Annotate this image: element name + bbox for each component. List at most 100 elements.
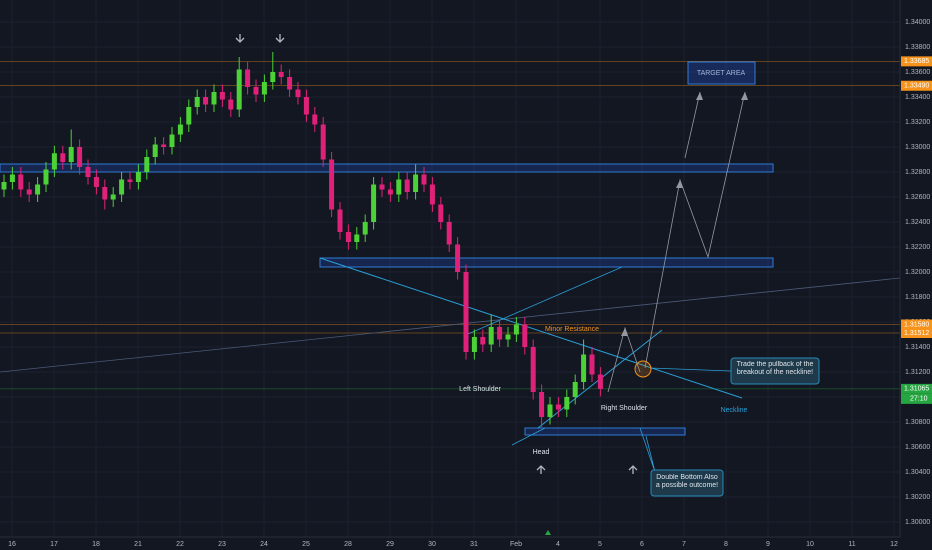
up-arrow <box>536 465 546 474</box>
candle-body <box>564 397 570 410</box>
candle-body <box>421 174 427 185</box>
candle-body <box>270 72 276 82</box>
candle-body <box>18 174 24 190</box>
candle-body <box>530 347 536 392</box>
path-arrow <box>684 91 701 159</box>
candle-body <box>463 272 469 352</box>
y-tick-label: 1.32200 <box>905 244 930 251</box>
callout-line <box>649 367 732 372</box>
price-lines <box>0 61 900 390</box>
trend-line <box>467 266 623 335</box>
candle-body <box>345 232 351 242</box>
arrow-head <box>676 180 683 188</box>
candle-body <box>513 324 519 335</box>
candle-body <box>152 144 158 157</box>
candle-body <box>505 334 511 340</box>
trend-line <box>511 427 546 446</box>
x-tick-label: 17 <box>50 541 58 548</box>
y-tick-label: 1.30800 <box>905 419 930 426</box>
candle-body <box>539 392 545 417</box>
x-tick-label: 16 <box>8 541 16 548</box>
y-tick-label: 1.33800 <box>905 44 930 51</box>
price-tag <box>901 319 932 330</box>
y-tick-label: 1.32400 <box>905 219 930 226</box>
candle-body <box>572 382 578 397</box>
arrow-head <box>696 92 703 100</box>
y-tick-label: 1.31400 <box>905 344 930 351</box>
candle-body <box>396 179 402 195</box>
candle-body <box>413 174 419 192</box>
candle-body <box>497 327 503 340</box>
candle-body <box>438 204 444 222</box>
price-tag-label: 1.33685 <box>904 58 929 65</box>
candle-body <box>68 147 74 162</box>
candle-body <box>119 179 125 195</box>
candle-body <box>379 184 385 190</box>
candle-body <box>26 189 32 195</box>
price-axis <box>900 0 932 550</box>
candle-body <box>177 124 183 135</box>
candle-body <box>219 92 225 100</box>
callout-box <box>650 469 724 497</box>
neckline-label: Neckline <box>721 407 748 414</box>
x-tick-label: 12 <box>890 541 898 548</box>
candle-body <box>169 134 175 147</box>
x-tick-label: 7 <box>682 541 686 548</box>
x-tick-label: 30 <box>428 541 436 548</box>
x-tick-label: 24 <box>260 541 268 548</box>
x-tick-label: 21 <box>134 541 142 548</box>
candle-body <box>51 153 57 170</box>
countdown-tag <box>901 393 932 404</box>
double-bottom-note: Double Bottom Also a possible outcome! <box>656 474 718 489</box>
x-tick-label: 25 <box>302 541 310 548</box>
candle-body <box>522 324 528 347</box>
candle-body <box>186 107 192 125</box>
y-tick-label: 1.33000 <box>905 144 930 151</box>
x-tick-label: 22 <box>176 541 184 548</box>
candle-body <box>488 327 494 345</box>
candles <box>1 52 603 427</box>
x-tick-label: 6 <box>640 541 644 548</box>
candle-body <box>102 187 108 200</box>
candle-body <box>1 182 7 190</box>
left-shoulder-label: Left Shoulder <box>459 386 501 393</box>
y-tick-label: 1.34000 <box>905 19 930 26</box>
drawings <box>0 34 901 497</box>
x-tick-label: 18 <box>92 541 100 548</box>
y-tick-label: 1.30000 <box>905 519 930 526</box>
y-tick-label: 1.30400 <box>905 469 930 476</box>
trade-note: Trade the pullback of the breakout of th… <box>737 361 814 376</box>
candle-body <box>597 374 603 389</box>
candle-body <box>60 153 66 162</box>
minor-resistance-label: Minor Resistance <box>545 326 599 333</box>
candle-body <box>446 222 452 245</box>
candle-body <box>429 184 435 205</box>
x-tick-label: 29 <box>386 541 394 548</box>
y-tick-label: 1.32600 <box>905 194 930 201</box>
neckline <box>319 257 743 399</box>
marker <box>545 530 551 535</box>
countdown-label: 27:10 <box>910 396 928 403</box>
target-label: TARGET AREA <box>697 70 746 77</box>
y-tick-label: 1.31800 <box>905 294 930 301</box>
up-arrow <box>628 465 638 474</box>
candle-body <box>211 92 217 105</box>
arrow-head <box>741 92 748 100</box>
candle-body <box>581 354 587 382</box>
candle-body <box>287 77 293 90</box>
candle-body <box>9 174 15 182</box>
candle-body <box>320 124 326 160</box>
x-tick-label: 31 <box>470 541 478 548</box>
candle-body <box>312 114 318 125</box>
price-tag-label: 1.33490 <box>904 83 929 90</box>
callout-box <box>730 357 820 385</box>
price-tag <box>901 328 932 338</box>
candle-body <box>555 404 561 410</box>
candle-body <box>480 337 486 345</box>
candle-body <box>35 184 41 195</box>
candle-body <box>337 209 343 232</box>
y-tick-label: 1.33200 <box>905 119 930 126</box>
y-tick-label: 1.31200 <box>905 369 930 376</box>
candle-body <box>253 87 259 95</box>
